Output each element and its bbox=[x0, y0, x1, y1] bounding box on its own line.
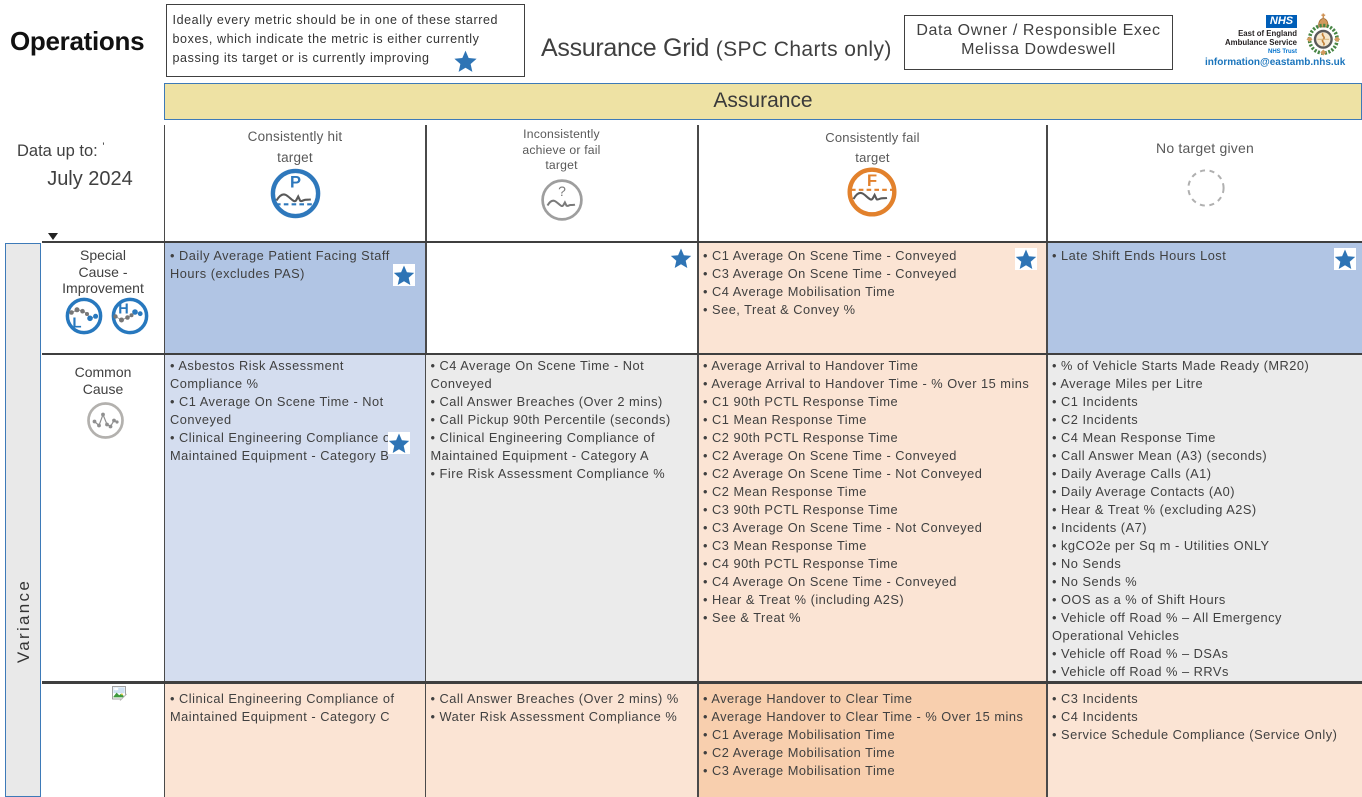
svg-text:H: H bbox=[118, 302, 128, 318]
svg-text:?: ? bbox=[558, 183, 566, 199]
svg-text:P: P bbox=[289, 174, 300, 192]
svg-text:L: L bbox=[72, 315, 81, 332]
svg-text:F: F bbox=[866, 172, 876, 190]
